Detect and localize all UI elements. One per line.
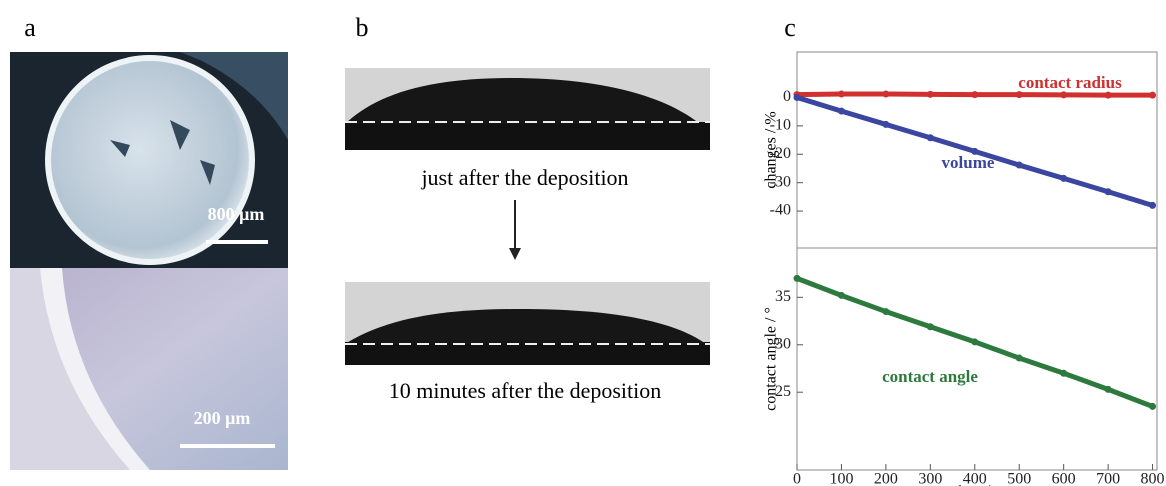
data-point: [1149, 402, 1157, 410]
x-tick-label: 800: [1141, 471, 1165, 486]
data-point: [1104, 385, 1112, 393]
panel-label: a: [24, 13, 36, 42]
x-tick-label: 400: [963, 471, 987, 486]
droplet: [345, 309, 706, 344]
x-tick-label: 0: [793, 471, 801, 486]
series-label: volume: [942, 153, 995, 172]
x-tick-label: 700: [1096, 471, 1120, 486]
scale-bar-label: 800 μm: [208, 204, 265, 224]
plot-frame: [796, 51, 1158, 471]
data-point: [837, 107, 845, 115]
x-tick-label: 200: [874, 471, 898, 486]
series-label: contact angle: [882, 367, 978, 386]
x-tick-label: 300: [918, 471, 942, 486]
arrow-head: [509, 248, 521, 260]
caption: 10 minutes after the deposition: [389, 378, 662, 403]
data-point: [926, 323, 934, 331]
x-axis-label: time / s: [953, 483, 1000, 486]
y-axis-label: changes / %: [763, 111, 780, 188]
substrate: [345, 342, 710, 365]
data-point: [837, 291, 845, 299]
photo-texture: [180, 52, 288, 140]
substrate: [345, 122, 710, 150]
data-point: [1149, 91, 1157, 99]
y-tick-label: 25: [775, 383, 791, 400]
data-point: [837, 90, 845, 98]
data-point: [882, 308, 890, 316]
data-point: [1060, 369, 1068, 377]
data-point: [793, 93, 801, 101]
data-point: [971, 338, 979, 346]
data-point: [1015, 161, 1023, 169]
dried-deposit: [45, 55, 255, 265]
data-point: [882, 120, 890, 128]
y-tick-label: -10: [770, 117, 791, 134]
series-label: contact radius: [1018, 73, 1122, 92]
data-point: [882, 90, 890, 98]
data-point: [971, 147, 979, 155]
data-point: [1149, 201, 1157, 209]
y-tick-label: 0: [783, 88, 791, 105]
data-point: [926, 134, 934, 142]
deposit-rim: [40, 268, 150, 470]
y-tick-label: -40: [770, 202, 791, 219]
caption: just after the deposition: [420, 165, 628, 190]
data-point: [971, 91, 979, 99]
y-tick-label: 35: [775, 288, 791, 305]
data-point: [1104, 188, 1112, 196]
panel-label: b: [356, 13, 369, 42]
droplet: [345, 78, 700, 124]
y-axis-label: contact angle / °: [763, 307, 780, 411]
data-point: [1060, 91, 1068, 99]
y-tick-label: -20: [770, 145, 791, 162]
x-tick-label: 100: [829, 471, 853, 486]
deposit-edge: [10, 268, 130, 470]
panel-label: c: [784, 13, 796, 42]
data-point: [926, 90, 934, 98]
data-point: [1015, 91, 1023, 99]
scale-bar-label: 200 μm: [194, 408, 251, 428]
data-point: [793, 274, 801, 282]
data-point: [1060, 174, 1068, 182]
data-point: [1015, 354, 1023, 362]
y-tick-label: -30: [770, 173, 791, 190]
x-tick-label: 600: [1052, 471, 1076, 486]
x-tick-label: 500: [1007, 471, 1031, 486]
data-point: [1104, 91, 1112, 99]
y-tick-label: 30: [775, 335, 791, 352]
